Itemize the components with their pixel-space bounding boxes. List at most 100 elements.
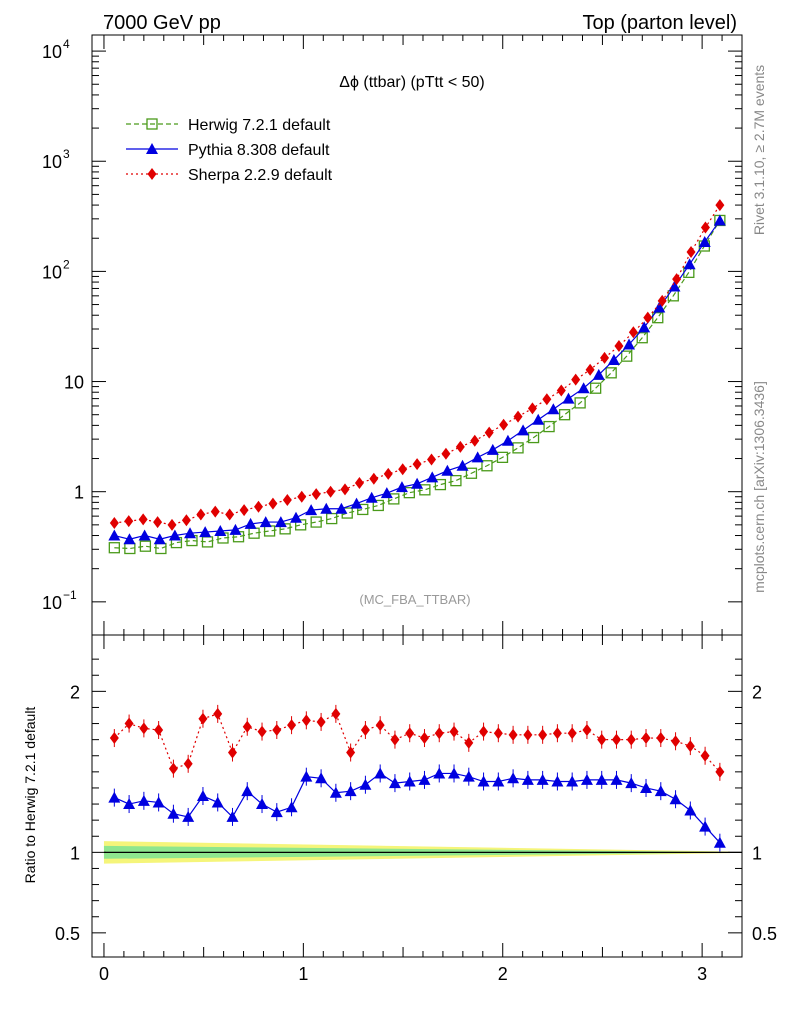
pythia-marker (536, 773, 549, 785)
sherpa-marker (297, 490, 307, 503)
pythia-marker (329, 786, 342, 798)
sherpa-marker (198, 712, 208, 725)
sherpa-marker (552, 727, 562, 740)
sherpa-marker (700, 749, 710, 762)
pythia-marker (547, 403, 560, 415)
legend: Herwig 7.2.1 default Pythia 8.308 default… (126, 117, 333, 184)
sherpa-marker (499, 418, 509, 431)
sherpa-marker (493, 727, 503, 740)
herwig-marker (295, 519, 307, 531)
sherpa-marker (383, 467, 393, 480)
pythia-marker (108, 791, 121, 803)
sherpa-marker (686, 245, 696, 258)
pythia-marker (698, 235, 711, 247)
sherpa-marker (611, 733, 621, 746)
sherpa-marker (671, 735, 681, 748)
sherpa-marker (643, 311, 653, 324)
pythia-marker (123, 533, 136, 545)
sherpa-marker (390, 733, 400, 746)
sherpa-marker (479, 725, 489, 738)
sherpa-marker (657, 294, 667, 307)
herwig-marker (403, 487, 415, 499)
pythia-marker (374, 767, 387, 779)
x-tick-label: 0 (99, 964, 109, 984)
x-tick-label: 3 (697, 964, 707, 984)
pythia-marker (713, 836, 726, 848)
pythia-marker (108, 529, 121, 541)
pythia-marker (411, 477, 424, 489)
pythia-marker (285, 801, 298, 813)
pythia-marker (138, 529, 151, 541)
rivet-version-label: Rivet 3.1.10, ≥ 2.7M events (751, 65, 767, 235)
sherpa-marker (614, 340, 624, 353)
herwig-marker (357, 503, 369, 516)
main-y-tick-label: 10 (42, 593, 62, 613)
sherpa-marker (672, 273, 682, 286)
ratio-y-tick-label-left: 0.5 (55, 924, 80, 944)
main-y-tick-exponent: 2 (63, 257, 70, 271)
ratio-y-tick-label-right: 0.5 (752, 924, 777, 944)
sherpa-marker (523, 728, 533, 741)
sherpa-marker (340, 483, 350, 496)
ratio-y-axis-ticks: 0.5 0.5 1 1 2 2 (55, 658, 777, 944)
sherpa-marker (242, 720, 252, 733)
pythia-marker (521, 773, 534, 785)
main-y-tick-label: 1 (74, 483, 84, 503)
pythia-marker (300, 770, 313, 782)
pythia-marker (713, 214, 726, 226)
sherpa-marker (272, 723, 282, 736)
main-y-tick-label: 10 (64, 373, 84, 393)
herwig-marker (450, 474, 462, 487)
x-tick-label: 2 (498, 964, 508, 984)
pythia-marker (566, 775, 579, 787)
sherpa-marker (375, 719, 385, 732)
ratio-series-0 (108, 764, 726, 852)
sherpa-marker (434, 727, 444, 740)
ratio-plot-frame (91, 634, 743, 958)
sherpa-marker (455, 440, 465, 453)
main-series-line (114, 220, 721, 550)
herwig-marker (512, 442, 524, 454)
sherpa-marker (147, 168, 157, 180)
legend-label: Sherpa 2.2.9 default (188, 167, 333, 184)
pythia-marker (699, 820, 712, 832)
sherpa-marker (167, 518, 177, 531)
sherpa-marker (700, 221, 710, 234)
main-y-tick-label: 10 (42, 262, 62, 282)
pythia-marker (395, 481, 408, 493)
pythia-marker (426, 471, 439, 483)
sherpa-marker (213, 707, 223, 720)
sherpa-marker (154, 723, 164, 736)
herwig-marker (372, 499, 384, 512)
herwig-marker (636, 332, 648, 344)
pythia-marker (365, 491, 378, 503)
pythia-marker (146, 143, 158, 154)
pythia-marker (123, 798, 136, 810)
mcplots-label: mcplots.cern.ch [arXiv:1306.3436] (751, 381, 767, 593)
ratio-y-axis-label: Ratio to Herwig 7.2.1 default (22, 707, 38, 884)
pythia-marker (256, 798, 269, 810)
sherpa-marker (326, 485, 336, 498)
sherpa-marker (109, 516, 119, 529)
ratio-y-tick-label-left: 2 (70, 682, 80, 702)
pythia-marker (344, 785, 357, 797)
pythia-marker (335, 502, 348, 514)
sherpa-marker (628, 326, 638, 339)
herwig-marker (652, 312, 664, 324)
sherpa-marker (405, 727, 415, 740)
sherpa-marker (183, 757, 193, 770)
pythia-marker (448, 767, 461, 779)
main-y-tick-exponent: −1 (63, 588, 77, 602)
pythia-marker (182, 810, 195, 822)
main-series-2 (109, 199, 725, 531)
sherpa-marker (582, 723, 592, 736)
pythia-marker (199, 526, 212, 538)
legend-label: Pythia 8.308 default (188, 142, 330, 159)
sherpa-marker (268, 497, 278, 510)
sherpa-marker (287, 719, 297, 732)
sherpa-marker (715, 199, 725, 212)
sherpa-marker (484, 426, 494, 439)
pythia-marker (653, 301, 666, 313)
